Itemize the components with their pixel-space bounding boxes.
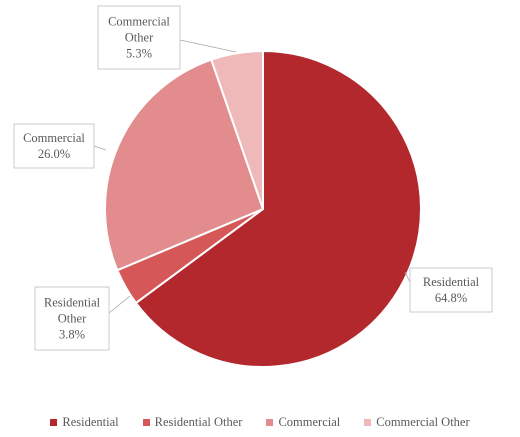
data-label-commercial: Commercial 26.0%	[13, 123, 95, 169]
leader-line-commercial	[93, 145, 107, 151]
legend-item-residential[interactable]: Residential	[50, 415, 119, 430]
legend: Residential Residential Other Commercial…	[0, 415, 520, 430]
legend-swatch	[50, 419, 58, 426]
data-label-category: Residential	[423, 275, 480, 289]
data-label-value: 64.8%	[435, 291, 467, 305]
data-label-box	[97, 5, 181, 70]
data-label-residential: Residential 64.8%	[409, 267, 493, 313]
leader-line-residential	[404, 271, 411, 283]
legend-label: Commercial	[278, 415, 341, 429]
leader-line-commercial-other	[179, 39, 237, 53]
leader-line-residential-other	[108, 295, 131, 314]
pie-slice-commercial[interactable]	[104, 58, 265, 272]
legend-swatch	[142, 419, 150, 426]
legend-item-commercial-other[interactable]: Commercial Other	[364, 415, 470, 430]
data-label-box	[34, 286, 110, 351]
data-label-box	[409, 267, 493, 313]
data-label-category: Commercial	[23, 131, 85, 145]
legend-swatch	[364, 419, 372, 426]
legend-label: Residential Other	[154, 415, 243, 429]
legend-label: Commercial Other	[376, 415, 470, 429]
leader-lines	[93, 39, 411, 314]
pie-slice-residential[interactable]	[134, 49, 422, 368]
data-label-category: Other	[125, 31, 154, 45]
legend-item-residential-other[interactable]: Residential Other	[142, 415, 243, 430]
legend-label: Residential	[62, 415, 119, 429]
data-label-box	[13, 123, 95, 169]
data-label-category: Residential	[44, 296, 101, 310]
data-label-category: Commercial	[108, 15, 170, 29]
legend-item-commercial[interactable]: Commercial	[266, 415, 340, 430]
data-label-value: 5.3%	[126, 47, 152, 61]
pie-slices	[104, 49, 422, 368]
data-label-residential-other: Residential Other 3.8%	[34, 286, 110, 351]
data-label-value: 26.0%	[38, 147, 70, 161]
legend-swatch	[266, 419, 274, 426]
data-label-callouts: Residential 64.8% Residential Other 3.8% Comm…	[13, 5, 493, 351]
data-label-category: Other	[58, 312, 87, 326]
pie-slice-commercial-other[interactable]	[210, 49, 264, 210]
data-label-value: 3.8%	[59, 328, 85, 342]
data-label-commercial-other: Commercial Other 5.3%	[97, 5, 181, 70]
